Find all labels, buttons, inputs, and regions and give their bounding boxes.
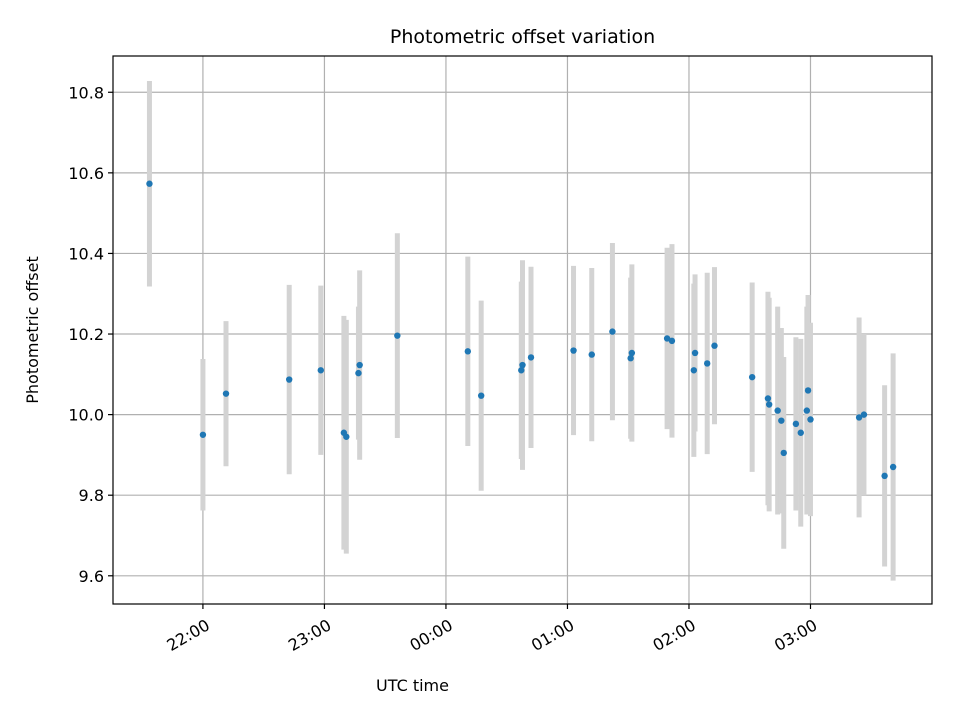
data-point bbox=[748, 373, 756, 381]
y-tick-label: 10.6 bbox=[68, 164, 104, 183]
data-point bbox=[778, 417, 785, 424]
chart-title: Photometric offset variation bbox=[390, 26, 655, 48]
data-point bbox=[663, 335, 671, 342]
data-point bbox=[804, 387, 812, 394]
data-point bbox=[394, 332, 401, 339]
data-point bbox=[764, 395, 772, 402]
y-tick-label: 9.8 bbox=[79, 486, 104, 505]
data-point bbox=[285, 376, 293, 383]
data-point bbox=[780, 449, 787, 457]
data-point bbox=[199, 431, 207, 438]
data-point bbox=[588, 351, 595, 358]
y-tick-label: 10.8 bbox=[68, 83, 104, 102]
plot-frame bbox=[112, 55, 933, 605]
data-point bbox=[146, 180, 153, 187]
y-tick-label: 10.2 bbox=[68, 325, 104, 344]
data-point bbox=[765, 401, 773, 408]
y-tick-label: 10.0 bbox=[68, 406, 104, 425]
data-point bbox=[222, 390, 230, 397]
data-point bbox=[628, 349, 636, 357]
data-point bbox=[855, 414, 863, 421]
data-point bbox=[519, 361, 526, 369]
data-point bbox=[627, 355, 634, 362]
data-point bbox=[690, 367, 698, 374]
data-point bbox=[464, 348, 472, 355]
data-point bbox=[356, 361, 363, 369]
data-point bbox=[807, 416, 814, 423]
data-point bbox=[704, 360, 711, 367]
data-point bbox=[881, 472, 888, 480]
data-point bbox=[355, 369, 362, 377]
data-point bbox=[797, 429, 804, 436]
data-point bbox=[668, 337, 676, 345]
data-point bbox=[774, 407, 781, 414]
data-points bbox=[146, 180, 897, 480]
data-point bbox=[691, 349, 699, 357]
y-axis-label: Photometric offset bbox=[23, 256, 42, 404]
data-point bbox=[343, 433, 350, 440]
y-axis-ticks: 9.6 9.8 10.0 10.2 10.4 10.6 10.8 bbox=[68, 83, 113, 586]
data-point bbox=[792, 420, 800, 428]
y-tick-label: 10.4 bbox=[68, 244, 104, 263]
data-point bbox=[711, 342, 718, 349]
y-tick-label: 9.6 bbox=[79, 567, 104, 586]
data-point bbox=[860, 411, 868, 418]
data-point bbox=[527, 354, 535, 361]
data-point bbox=[518, 367, 525, 374]
data-point bbox=[477, 392, 485, 399]
data-point bbox=[570, 347, 577, 354]
x-axis-label: UTC time bbox=[376, 676, 449, 695]
data-point bbox=[317, 367, 324, 374]
data-point bbox=[889, 463, 897, 471]
data-point bbox=[609, 328, 616, 335]
data-point bbox=[803, 407, 811, 414]
